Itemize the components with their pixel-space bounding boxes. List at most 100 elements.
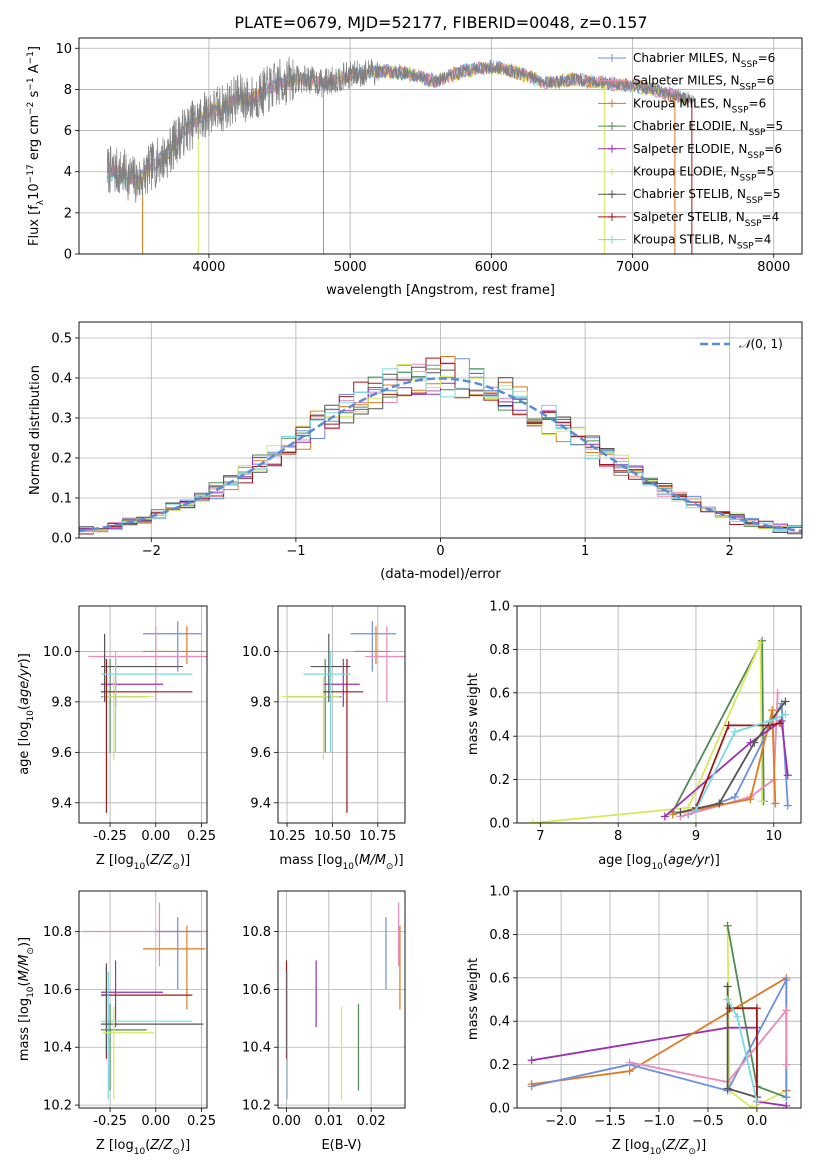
axes-frame	[78, 605, 208, 824]
y-tick-label: 10.2	[43, 1099, 72, 1114]
y-tick-label: 10.2	[242, 1099, 271, 1114]
y-tick-label: 9.4	[250, 796, 271, 811]
x-tick-label: 0.0	[747, 1114, 768, 1129]
panel-mass_vs_EBV: 0.00 0.01 0.02 10.2 10.4 10.6 10.8 E(B-V)	[242, 890, 406, 1153]
x-axis-label: Z [log10(Z/Z⊙)]	[96, 1138, 190, 1157]
x-axis-label: E(B-V)	[321, 1138, 361, 1153]
y-tick-label: 0.6	[489, 971, 510, 986]
plot-area	[528, 636, 792, 823]
axes-frame	[516, 890, 802, 1109]
x-tick-label: −1	[286, 544, 305, 559]
y-tick-label: 4	[64, 165, 72, 180]
y-axis-label: mass weight	[466, 673, 481, 755]
legend-entry: Chabrier ELODIE, NSSP=5	[633, 119, 783, 138]
y-tick-label: 2	[64, 206, 72, 221]
axes-frame	[78, 321, 803, 539]
y-tick-label: 9.6	[250, 746, 271, 761]
panel-age_vs_mass: 10.25 10.50 10.75 9.4 9.6 9.8 10.0 mass [log10(…	[242, 605, 406, 872]
x-tick-label: 10.75	[359, 829, 396, 844]
y-tick-label: 9.8	[250, 695, 271, 710]
y-tick-label: 10.8	[43, 925, 72, 940]
weight-marker	[782, 1093, 791, 1102]
weight-marker	[781, 710, 790, 719]
weight-marker	[528, 819, 537, 823]
x-tick-label: 5000	[334, 260, 367, 275]
weight-line	[672, 709, 777, 816]
weight-marker	[723, 921, 732, 930]
weight-marker	[676, 808, 685, 817]
plot-area	[285, 902, 401, 1100]
y-tick-label: 10.0	[242, 645, 271, 660]
weight-marker	[660, 812, 669, 821]
x-tick-label: 7000	[616, 260, 649, 275]
panel-residuals: −2 −1 0 1 2 0.0 0.1 0.2 0.3 0.4 0.5 (data-model)/er…	[28, 321, 803, 582]
x-tick-label: −1.5	[594, 1114, 626, 1129]
y-tick-label: 0.2	[489, 773, 510, 788]
plot-area	[79, 356, 802, 535]
residual-histogram	[79, 366, 802, 533]
weight-marker	[771, 799, 780, 808]
x-tick-label: 2	[726, 544, 734, 559]
legend-marker	[608, 144, 616, 153]
weight-marker	[668, 810, 677, 819]
x-tick-label: −2	[142, 544, 161, 559]
y-tick-label: 1.0	[489, 885, 510, 900]
y-axis-label: mass weight	[466, 958, 481, 1040]
legend-marker	[608, 167, 616, 176]
x-tick-label: 8000	[757, 260, 790, 275]
x-tick-label: -0.25	[93, 829, 127, 844]
x-tick-label: −1.0	[643, 1114, 675, 1129]
y-tick-label: 0.8	[489, 643, 510, 658]
x-axis-label: mass [log10(M/M⊙)]	[279, 853, 403, 872]
legend-entry: Kroupa MILES, NSSP=6	[633, 96, 766, 115]
y-axis-label: mass [log10(M/M⊙)]	[17, 937, 36, 1061]
y-tick-label: 10.4	[43, 1041, 72, 1056]
y-tick-label: 0.2	[489, 1058, 510, 1073]
x-tick-label: 4000	[192, 260, 225, 275]
x-axis-label: age [log10(age/yr)]	[598, 853, 720, 872]
y-tick-label: 10.4	[242, 1041, 271, 1056]
x-tick-label: 8	[614, 829, 622, 844]
legend-entry: Chabrier STELIB, NSSP=5	[633, 187, 781, 206]
legend: Chabrier MILES, NSSP=6 Salpeter MILES, NS…	[598, 51, 783, 252]
legend-entry: Chabrier MILES, NSSP=6	[633, 51, 775, 70]
weight-marker	[752, 1004, 761, 1013]
x-tick-label: 0.25	[187, 829, 216, 844]
residual-histogram	[79, 364, 802, 532]
y-tick-label: 0.4	[489, 1015, 510, 1030]
weight-marker	[723, 995, 732, 1004]
y-tick-label: 10.0	[43, 645, 72, 660]
weight-marker	[758, 797, 767, 806]
weight-marker	[723, 1084, 732, 1093]
weight-marker	[773, 688, 782, 697]
weight-marker	[782, 975, 791, 984]
weight-marker	[730, 792, 739, 801]
weight-marker	[625, 1058, 634, 1067]
y-tick-label: 0.8	[489, 928, 510, 943]
weight-line	[695, 713, 786, 811]
y-axis-label: Normed distribution	[28, 365, 43, 495]
weight-marker	[691, 805, 700, 814]
x-tick-label: −0.5	[692, 1114, 724, 1129]
x-axis-label: (data-model)/error	[380, 567, 501, 582]
x-tick-label: 0	[436, 544, 444, 559]
y-tick-label: 6	[64, 124, 72, 139]
panel-spectrum: 4000 5000 6000 7000 8000 0 2 4 6 8 10 wavelength [A…	[26, 37, 803, 298]
legend-marker	[608, 122, 616, 131]
plot-area	[281, 621, 405, 813]
weight-marker	[782, 1101, 791, 1108]
figure-title: PLATE=0679, MJD=52177, FIBERID=0048, z=0…	[234, 13, 647, 32]
x-tick-label: 10.50	[314, 829, 351, 844]
y-axis-label: age [log10(age/yr)]	[17, 653, 36, 775]
gridlines	[79, 38, 802, 255]
weight-marker	[723, 982, 732, 991]
y-tick-label: 0	[64, 248, 72, 263]
y-tick-label: 8	[64, 83, 72, 98]
x-axis-label: Z [log10(Z/Z⊙)]	[612, 1138, 706, 1157]
x-axis-label: Z [log10(Z/Z⊙)]	[96, 853, 190, 872]
x-tick-label: 0.25	[187, 1114, 216, 1129]
weight-marker	[783, 801, 792, 810]
x-tick-label: 7	[536, 829, 544, 844]
axes-frame	[277, 890, 406, 1109]
